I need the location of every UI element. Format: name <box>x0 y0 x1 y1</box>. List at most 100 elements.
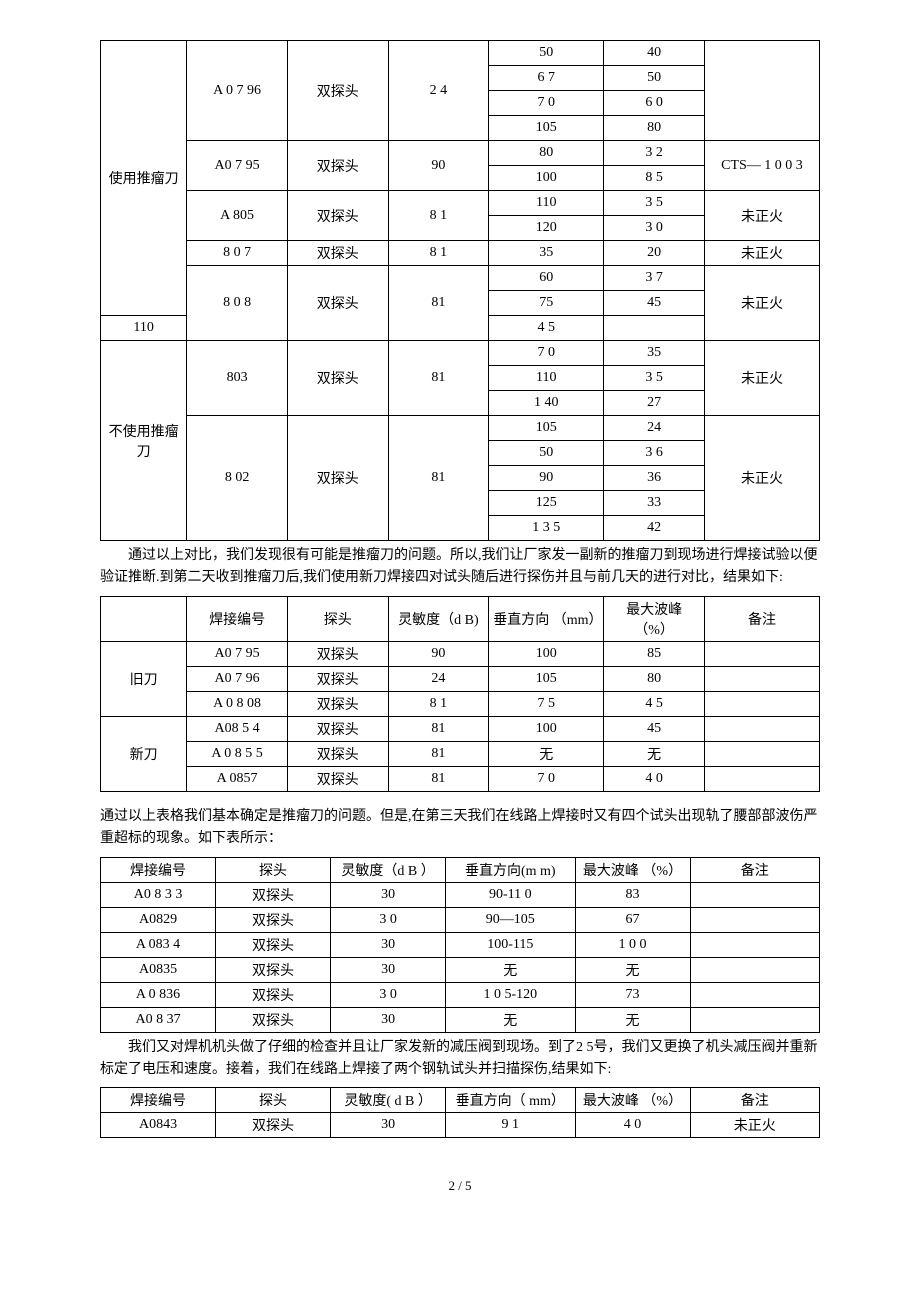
cell-probe: 双探头 <box>287 191 388 241</box>
table-row: 使用推瘤刀A 0 7 96双探头2 45040 <box>101 41 820 66</box>
table-3: 焊接编号探头灵敏度（d B ）垂直方向(m m)最大波峰 （%）备注 A0 8 … <box>100 857 820 1033</box>
cell-v: 6 7 <box>489 66 604 91</box>
column-header: 最大波峰 （%） <box>575 1088 690 1113</box>
cell-sens: 90 <box>388 641 489 666</box>
cell-sens: 8 1 <box>388 691 489 716</box>
column-header: 焊接编号 <box>187 596 288 641</box>
cell-note: 未正火 <box>704 266 819 341</box>
cell-v: 7 5 <box>489 691 604 716</box>
table-row: A0 7 95双探头90803 2CTS— 1 0 0 3 <box>101 141 820 166</box>
cell-p: 35 <box>604 341 705 366</box>
cell-p: 36 <box>604 466 705 491</box>
table-2: 焊接编号探头灵敏度（d B)垂直方向 （mm）最大波峰 （%）备注 旧刀A0 7… <box>100 596 820 792</box>
table-row: A 805双探头8 11103 5未正火 <box>101 191 820 216</box>
cell-p: 42 <box>604 516 705 541</box>
cell-note <box>690 932 819 957</box>
table-row: A0829双探头3 090—10567 <box>101 907 820 932</box>
cell-p: 3 7 <box>604 266 705 291</box>
column-header: 备注 <box>690 857 819 882</box>
cell-v: 90-11 0 <box>446 882 575 907</box>
cell-probe: 双探头 <box>287 266 388 341</box>
cell-sens: 90 <box>388 141 489 191</box>
column-header: 灵敏度（d B ） <box>331 857 446 882</box>
cell-note: 未正火 <box>690 1113 819 1138</box>
cell-v: 50 <box>489 441 604 466</box>
cell-probe: 双探头 <box>287 716 388 741</box>
cell-p: 45 <box>604 716 705 741</box>
group-label: 新刀 <box>101 716 187 791</box>
cell-p: 83 <box>575 882 690 907</box>
cell-v: 110 <box>489 191 604 216</box>
cell-p: 无 <box>604 741 705 766</box>
cell-p: 8 5 <box>604 166 705 191</box>
cell-v: 80 <box>489 141 604 166</box>
table-row: A 0857双探头817 04 0 <box>101 766 820 791</box>
cell-sens: 3 0 <box>331 907 446 932</box>
cell-id: A08 5 4 <box>187 716 288 741</box>
cell-v: 1 40 <box>489 391 604 416</box>
cell-probe: 双探头 <box>216 957 331 982</box>
column-header: 垂直方向 （mm） <box>489 596 604 641</box>
table-row: 不使用推瘤刀803双探头817 035未正火 <box>101 341 820 366</box>
cell-probe: 双探头 <box>287 691 388 716</box>
cell-note <box>704 716 819 741</box>
cell-p: 4 0 <box>604 766 705 791</box>
cell-probe: 双探头 <box>216 1113 331 1138</box>
cell-v: 60 <box>489 266 604 291</box>
cell-id: A 0 836 <box>101 982 216 1007</box>
cell-sens: 2 4 <box>388 41 489 141</box>
cell-v: 无 <box>446 1007 575 1032</box>
cell-sens: 81 <box>388 766 489 791</box>
column-header <box>101 596 187 641</box>
cell-sens: 30 <box>331 1113 446 1138</box>
cell-note <box>690 982 819 1007</box>
column-header: 焊接编号 <box>101 1088 216 1113</box>
cell-id: A 083 4 <box>101 932 216 957</box>
cell-p: 无 <box>575 1007 690 1032</box>
cell-id: A0 7 95 <box>187 641 288 666</box>
cell-probe: 双探头 <box>287 666 388 691</box>
column-header: 探头 <box>287 596 388 641</box>
cell-sens: 81 <box>388 416 489 541</box>
cell-p: 40 <box>604 41 705 66</box>
cell-probe: 双探头 <box>216 882 331 907</box>
cell-v: 90—105 <box>446 907 575 932</box>
cell-sens: 30 <box>331 882 446 907</box>
cell-id: A 0 8 08 <box>187 691 288 716</box>
cell-id: A0 7 95 <box>187 141 288 191</box>
cell-id: A0 8 3 3 <box>101 882 216 907</box>
cell-sens: 81 <box>388 716 489 741</box>
cell-v: 35 <box>489 241 604 266</box>
cell-p: 3 5 <box>604 366 705 391</box>
cell-p: 3 5 <box>604 191 705 216</box>
cell-v: 1 3 5 <box>489 516 604 541</box>
cell-v: 1 0 5-120 <box>446 982 575 1007</box>
cell-note <box>690 1007 819 1032</box>
column-header: 最大波峰 （%） <box>604 596 705 641</box>
cell-v: 105 <box>489 416 604 441</box>
table-row: A0 8 37双探头30无无 <box>101 1007 820 1032</box>
table-row: 8 0 8双探头81603 7未正火 <box>101 266 820 291</box>
cell-p: 1 0 0 <box>575 932 690 957</box>
cell-p: 33 <box>604 491 705 516</box>
column-header: 灵敏度( d B ） <box>331 1088 446 1113</box>
paragraph-3: 我们又对焊机机头做了仔细的检查并且让厂家发新的减压阀到现场。到了2 5号，我们又… <box>100 1037 820 1082</box>
cell-sens: 30 <box>331 932 446 957</box>
table-row: A0 8 3 3双探头3090-11 083 <box>101 882 820 907</box>
table-row: A0843双探头309 14 0未正火 <box>101 1113 820 1138</box>
column-header: 备注 <box>704 596 819 641</box>
cell-probe: 双探头 <box>216 907 331 932</box>
cell-p: 45 <box>604 291 705 316</box>
cell-id: A0829 <box>101 907 216 932</box>
cell-note <box>704 41 819 141</box>
group-label: 使用推瘤刀 <box>101 41 187 316</box>
table-row: A 0 836双探头3 01 0 5-12073 <box>101 982 820 1007</box>
cell-v: 7 0 <box>489 341 604 366</box>
cell-p: 50 <box>604 66 705 91</box>
cell-probe: 双探头 <box>287 141 388 191</box>
cell-note: 未正火 <box>704 416 819 541</box>
column-header: 探头 <box>216 857 331 882</box>
cell-v: 110 <box>101 316 187 341</box>
cell-sens: 24 <box>388 666 489 691</box>
table-row: A 083 4双探头30100-1151 0 0 <box>101 932 820 957</box>
